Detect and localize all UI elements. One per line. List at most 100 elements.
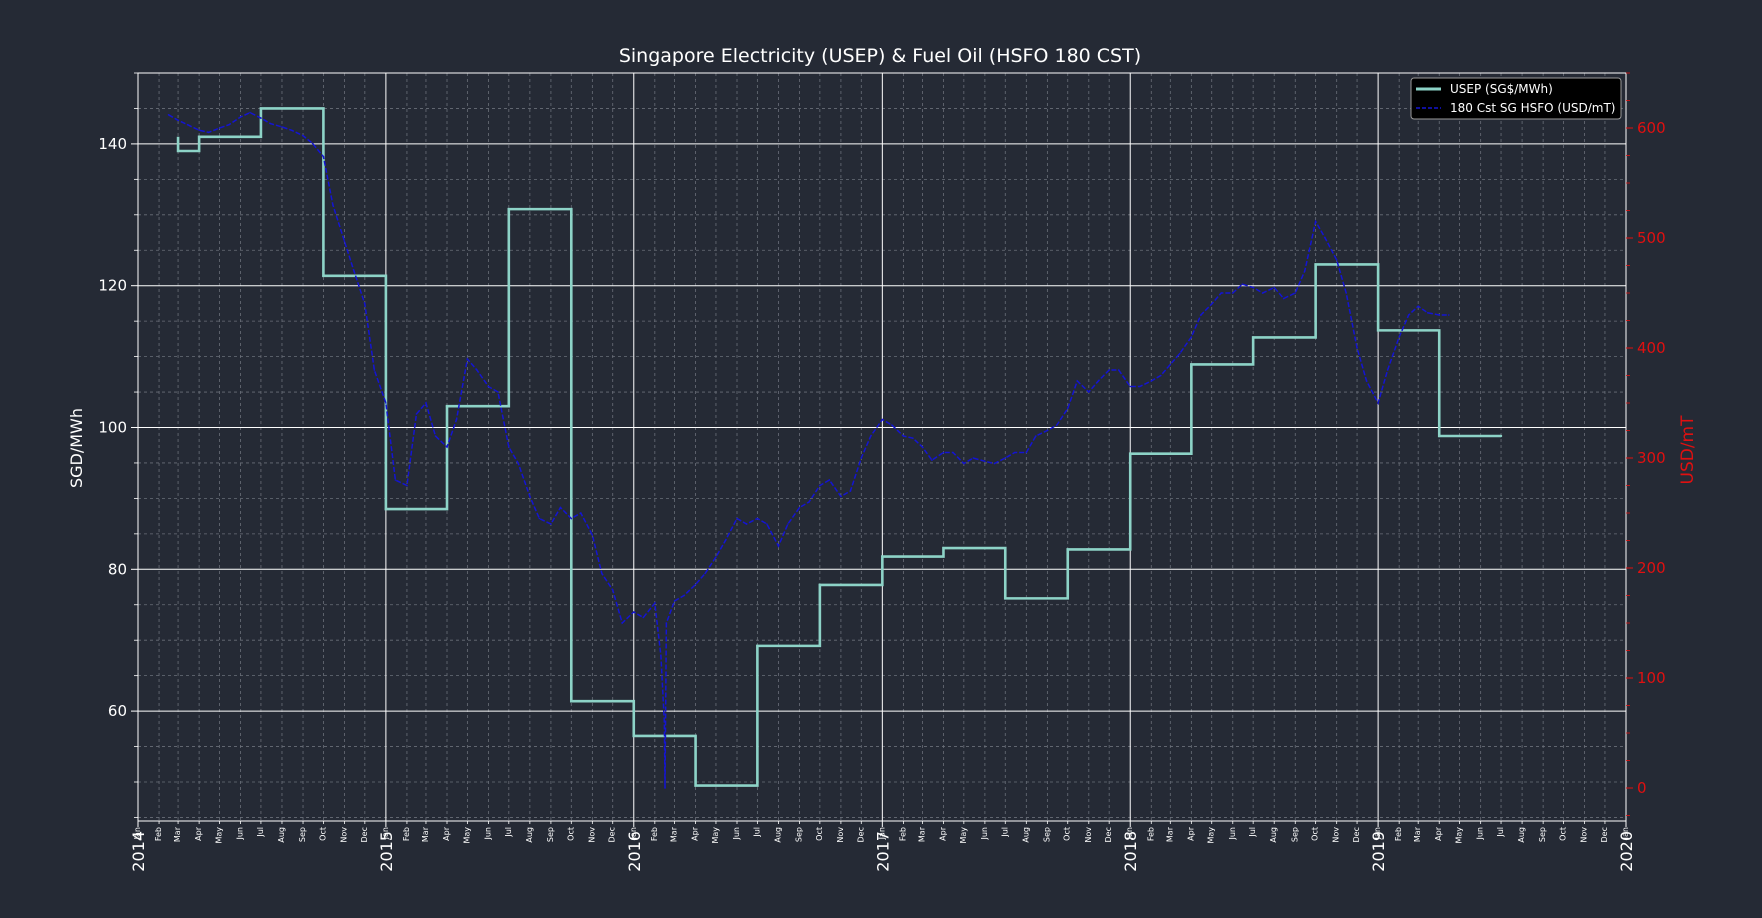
hsfo-point [1179,352,1181,355]
hsfo-point [1025,451,1028,454]
hsfo-point [736,517,738,520]
x-month-tick-label: Feb [1146,827,1155,841]
hsfo-point [942,451,945,454]
x-month-tick-label: Jan [133,827,142,840]
hsfo-point [394,479,397,481]
hsfo-point [1377,402,1379,404]
hsfo-point [322,155,325,158]
hsfo-point [921,446,924,448]
hsfo-point [1169,363,1172,366]
usep-point [1499,434,1503,438]
x-month-tick-label: May [462,827,471,844]
hsfo-point [487,385,490,388]
usep-point [445,405,449,408]
y2-tick-label: 600 [1637,119,1666,137]
usep-point [570,699,573,703]
hsfo-point [665,622,668,624]
x-month-tick-label: Jun [236,827,245,841]
hsfo-point [766,523,768,525]
hsfo-point [343,240,346,243]
x-month-tick-label: Nov [836,827,845,843]
y-tick-label: 100 [98,419,127,437]
hsfo-point [207,131,210,134]
x-month-tick-label: Feb [402,827,411,841]
legend-label-usep: USEP (SG$/MWh) [1450,82,1553,96]
hsfo-point [1013,451,1016,454]
hsfo-point [1200,314,1202,316]
hsfo-point [819,484,821,487]
hsfo-point [1150,380,1153,382]
x-month-tick-label: Dec [856,827,865,842]
x-month-tick-label: Mar [670,826,679,842]
hsfo-point [1035,435,1037,437]
x-month-tick-label: Aug [1269,827,1278,843]
usep-point [1066,548,1069,551]
x-month-tick-label: Jan [381,827,390,840]
hsfo-point [559,506,562,509]
x-month-tick-label: Apr [691,826,700,841]
x-month-tick-label: Aug [277,827,286,843]
hsfo-point [290,129,293,131]
hsfo-point [1294,292,1297,294]
hsfo-point [931,459,933,462]
hsfo-point [869,435,872,437]
hsfo-point [891,424,893,426]
usep-point [1004,597,1007,600]
hsfo-point [186,123,189,126]
hsfo-point [611,589,614,591]
hsfo-point [1046,429,1049,432]
usep-point [176,149,180,153]
legend-box [1410,77,1622,120]
x-month-tick-label: Mar [173,826,182,842]
x-year-tick-label: 2018 [1121,831,1140,872]
x-month-tick-label: Oct [1063,827,1072,841]
usep-point [197,135,201,139]
hsfo-point [660,655,662,657]
x-month-tick-label: Apr [938,826,947,841]
hsfo-point [228,123,230,126]
y-tick-label: 80 [108,560,127,578]
hsfo-point [580,512,582,514]
x-month-tick-label: May [1207,827,1216,844]
hsfo-point [364,303,366,305]
hsfo-point [756,517,759,520]
series-layer [167,107,1503,789]
y2-tick-label: 400 [1637,339,1666,357]
x-month-tick-label: Jun [483,827,492,841]
hsfo-point [828,479,831,481]
hsfo-point [269,122,272,125]
hsfo-point [1324,237,1326,239]
hsfo-point [963,462,965,465]
hsfo-point [1303,270,1306,272]
hsfo-point [972,457,975,459]
x-month-tick-label: Feb [650,827,659,841]
x-month-tick-label: Jun [1476,827,1485,841]
usep-point [259,107,263,110]
x-month-tick-label: Feb [1394,827,1403,841]
hsfo-point [993,462,996,465]
hsfo-point [218,127,221,129]
grid [137,72,1627,821]
x-month-tick-label: Oct [318,827,327,841]
hsfo-point [1159,374,1162,377]
x-month-tick-label: Dec [360,827,369,842]
x-month-tick-label: Jun [1228,827,1237,841]
hsfo-point [673,600,676,602]
hsfo-point [1314,220,1317,223]
hsfo-point [281,126,283,128]
hsfo-point [1138,385,1141,388]
hsfo-point [1365,380,1368,382]
hsfo-point [1335,259,1338,261]
usep-point [881,555,884,558]
usep-point [1438,434,1441,438]
hsfo-point [860,457,863,459]
x-month-tick-label: Aug [525,827,534,843]
hsfo-point [1190,336,1193,338]
y2-tick-label: 100 [1637,669,1666,687]
hsfo-point [952,451,954,454]
x-month-tick-label: Jul [1496,827,1505,838]
hsfo-point [406,484,408,487]
hsfo-point [591,534,594,536]
hsfo-point [642,616,645,619]
hsfo-point [538,517,541,520]
